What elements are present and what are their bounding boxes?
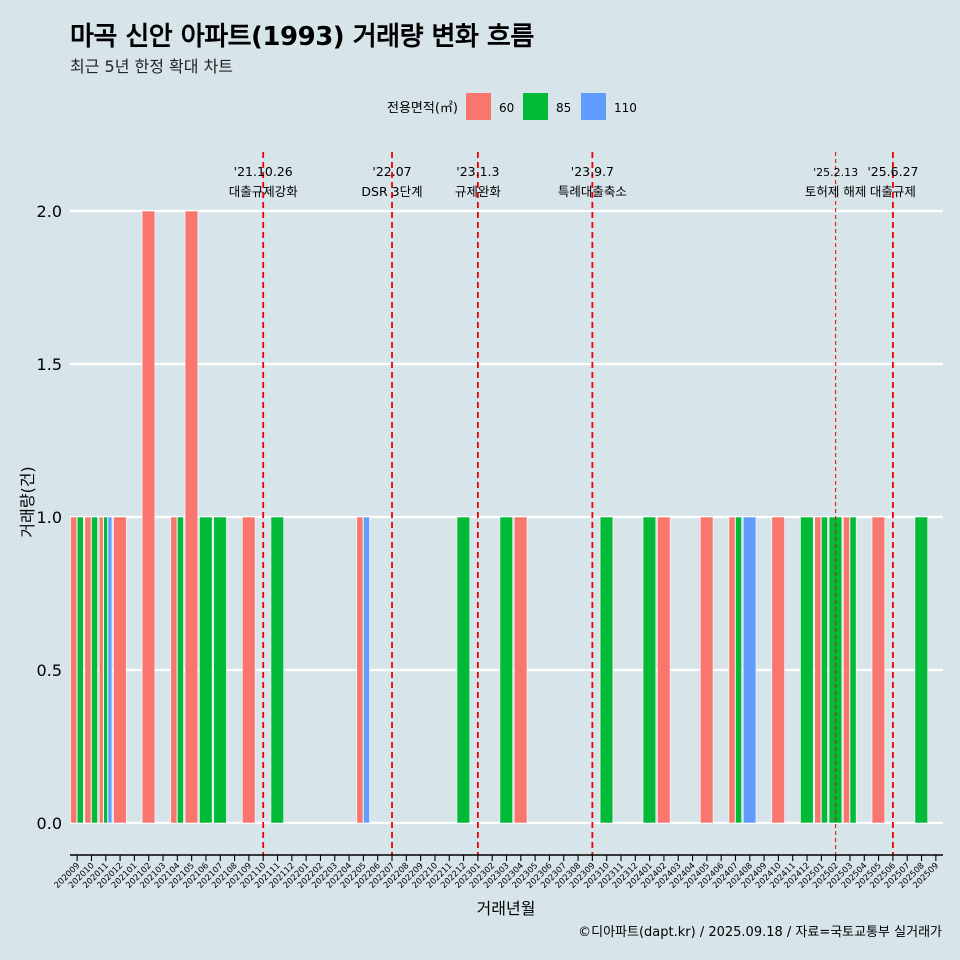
annotation-label: DSR 3단계 <box>361 184 422 199</box>
annotation-date: '25.2.13 <box>813 166 858 179</box>
y-tick-label: 0.0 <box>37 814 62 833</box>
bar-202503-60 <box>843 516 850 824</box>
legend-swatch-60 <box>466 93 491 120</box>
bar-202009-60 <box>70 516 78 824</box>
bar-202410-60 <box>771 516 785 824</box>
bar-202011-110 <box>107 516 113 824</box>
legend-swatch-110 <box>581 93 606 120</box>
bar-202012-60 <box>113 516 127 824</box>
bar-202303-85 <box>499 516 513 824</box>
legend-title: 전용면적(㎡) <box>387 101 458 116</box>
legend-label-85: 85 <box>556 101 571 115</box>
chart-subtitle: 최근 5년 한정 확대 차트 <box>70 57 234 76</box>
annotation-date: '21.10.26 <box>234 164 293 179</box>
bar-202508-85 <box>914 516 929 824</box>
bar-202501-85 <box>821 516 828 824</box>
legend-label-110: 110 <box>614 101 637 115</box>
bar-202205-60 <box>356 516 364 824</box>
bar-202104-60 <box>170 516 178 824</box>
legend: 전용면적(㎡) 60 85 110 <box>387 93 637 120</box>
annotation-label: 대출규제강화 <box>229 184 299 199</box>
bar-series <box>70 210 929 824</box>
y-tick-label: 0.5 <box>37 661 62 680</box>
bar-202408-110 <box>742 516 757 824</box>
bar-202107-85 <box>213 516 227 824</box>
annotation-labels: '21.10.26 대출규제강화 '22.07 DSR 3단계 '23.1.3 규제완화 '… <box>229 164 919 199</box>
legend-label-60: 60 <box>499 101 514 115</box>
annotation-date: '23.9.7 <box>571 164 614 179</box>
annotation-date: '23.1.3 <box>456 164 499 179</box>
bar-202010-60 <box>84 516 92 824</box>
x-axis: 2020092020102020112020122021012021022021… <box>52 854 943 890</box>
y-axis: 0.0 0.5 1.0 1.5 2.0 <box>37 202 62 833</box>
bar-202402-60 <box>657 516 671 824</box>
annotation-label: 토허제 해제 <box>805 184 866 199</box>
bar-202205-110 <box>363 516 370 824</box>
bar-202011-85 <box>103 516 108 824</box>
bar-202401-85 <box>642 516 657 824</box>
bar-202011-60 <box>98 516 104 824</box>
bar-202106-85 <box>199 516 213 824</box>
bar-202304-60 <box>513 516 528 824</box>
annotation-label: 특례대출축소 <box>558 184 627 199</box>
y-axis-title: 거래량(건) <box>18 466 37 537</box>
bar-202501-60 <box>814 516 822 824</box>
y-tick-label: 1.0 <box>37 508 62 527</box>
bar-202109-60 <box>242 516 256 824</box>
bar-202111-85 <box>270 516 284 824</box>
legend-swatch-85 <box>523 93 548 120</box>
footer-credit: ©디아파트(dapt.kr) / 2025.09.18 / 자료=국토교통부 실… <box>578 925 942 940</box>
bar-202102-60 <box>141 210 156 824</box>
bar-202212-85 <box>456 516 471 824</box>
bar-202505-60 <box>871 516 886 824</box>
bar-202310-85 <box>599 516 614 824</box>
chart-title: 마곡 신안 아파트(1993) 거래량 변화 흐름 <box>70 22 534 52</box>
bar-202104-85 <box>177 516 184 824</box>
bar-202405-60 <box>699 516 714 824</box>
bar-202407-60 <box>728 516 736 824</box>
annotation-date: '25.6.27 <box>867 164 918 179</box>
annotation-date: '22.07 <box>372 164 411 179</box>
y-tick-label: 2.0 <box>37 202 62 221</box>
y-tick-label: 1.5 <box>37 355 62 374</box>
bar-202412-85 <box>800 516 814 824</box>
bar-202009-85 <box>76 516 84 824</box>
bar-202010-85 <box>91 516 98 824</box>
bar-202503-85 <box>849 516 857 824</box>
annotation-label: 규제완화 <box>455 184 502 199</box>
x-axis-title: 거래년월 <box>477 899 536 918</box>
bar-202105-60 <box>184 210 199 824</box>
annotation-label: 대출규제 <box>870 184 916 199</box>
annotation-lines <box>262 152 894 855</box>
bar-202407-85 <box>735 516 742 824</box>
